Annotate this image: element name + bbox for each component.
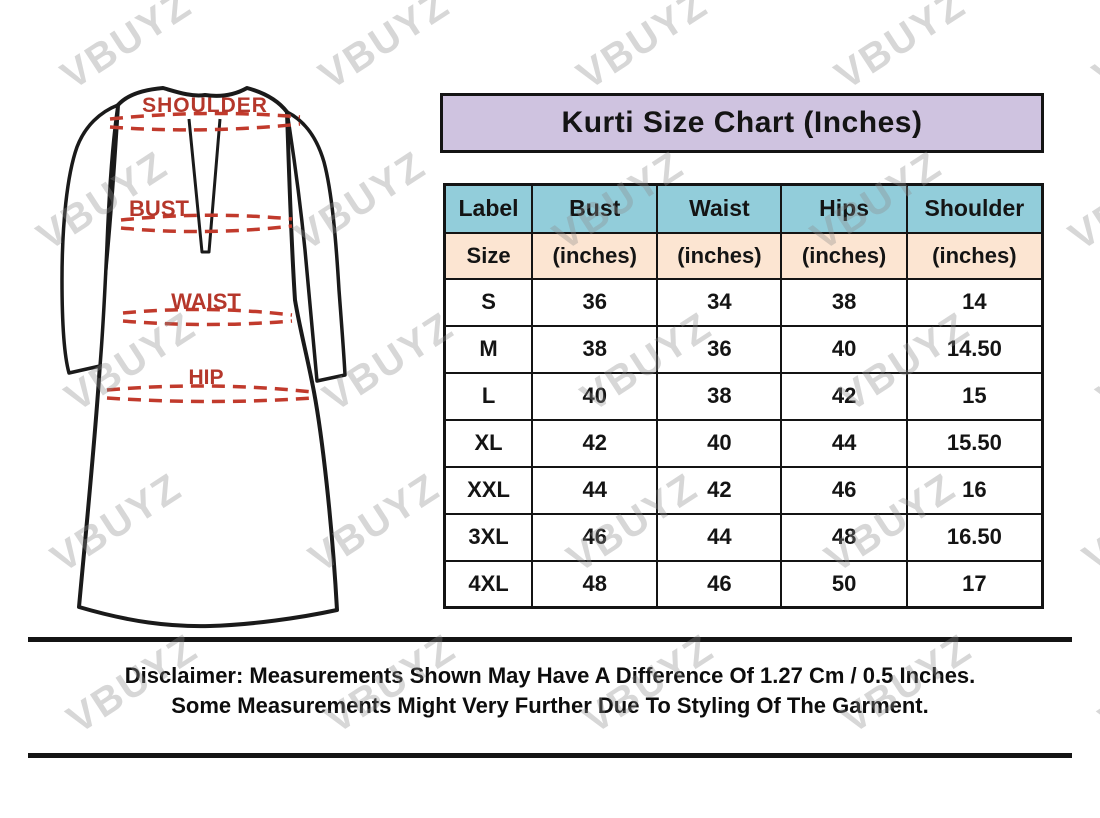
table-cell: 17	[905, 559, 1044, 609]
table-cell: 46	[656, 559, 783, 609]
table-cell: 4XL	[443, 559, 534, 609]
kurti-right-sleeve	[285, 110, 347, 383]
table-cell: XXL	[443, 465, 534, 515]
table-cell: XL	[443, 418, 534, 468]
disclaimer-line-2: Some Measurements Might Very Further Due…	[171, 693, 929, 718]
table-cell: 46	[780, 465, 908, 515]
table-cell: 48	[780, 512, 908, 562]
waist-measure-label: WAIST	[171, 289, 241, 314]
measure-dashes	[106, 111, 313, 404]
table-cell: 44	[656, 512, 783, 562]
watermark-text: VBUYZ	[1061, 142, 1100, 260]
table-cell: 40	[780, 324, 908, 374]
disclaimer-line-1: Disclaimer: Measurements Shown May Have …	[124, 663, 976, 688]
table-cell: L	[443, 371, 534, 421]
table-cell: 3XL	[443, 512, 534, 562]
table-cell: S	[443, 277, 534, 327]
page-title: Kurti Size Chart (Inches)	[440, 93, 1044, 153]
table-cell: 14	[905, 277, 1044, 327]
units-cell: (inches)	[905, 231, 1044, 280]
header-row: Label Bust Waist Hips Shoulder	[443, 183, 1044, 234]
units-cell: (inches)	[656, 231, 783, 280]
table-cell: M	[443, 324, 534, 374]
column-header: Waist	[656, 183, 783, 234]
column-header: Hips	[780, 183, 908, 234]
table-row: XL 42 40 44 15.50	[443, 418, 1044, 468]
table-cell: 42	[656, 465, 783, 515]
column-header: Shoulder	[905, 183, 1044, 234]
table-cell: 42	[780, 371, 908, 421]
table-cell: 36	[656, 324, 783, 374]
table-cell: 40	[531, 371, 659, 421]
table-cell: 44	[531, 465, 659, 515]
table-cell: 48	[531, 559, 659, 609]
units-cell: Size	[443, 231, 534, 280]
table-cell: 14.50	[905, 324, 1044, 374]
table-row: S 36 34 38 14	[443, 277, 1044, 327]
table-row: M 38 36 40 14.50	[443, 324, 1044, 374]
hip-measure-label: HIP	[188, 366, 223, 389]
table-cell: 38	[531, 324, 659, 374]
watermark-text: VBUYZ	[1089, 303, 1100, 421]
watermark-text: VBUYZ	[827, 0, 974, 99]
table-cell: 40	[656, 418, 783, 468]
column-header: Label	[443, 183, 534, 234]
table-cell: 50	[780, 559, 908, 609]
divider-line-top	[28, 637, 1072, 642]
table-cell: 15.50	[905, 418, 1044, 468]
table-cell: 36	[531, 277, 659, 327]
bust-measure-label: BUST	[129, 196, 189, 221]
column-header: Bust	[531, 183, 659, 234]
disclaimer-text: Disclaimer: Measurements Shown May Have …	[0, 661, 1100, 721]
table-cell: 16.50	[905, 512, 1044, 562]
shoulder-measure-label: SHOULDER	[142, 94, 268, 117]
units-row: Size (inches) (inches) (inches) (inches)	[443, 231, 1044, 280]
watermark-text: VBUYZ	[1075, 464, 1100, 582]
table-cell: 16	[905, 465, 1044, 515]
table-row: 3XL 46 44 48 16.50	[443, 512, 1044, 562]
table-cell: 34	[656, 277, 783, 327]
table-row: 4XL 48 46 50 17	[443, 559, 1044, 609]
size-chart-table: Label Bust Waist Hips Shoulder Size (inches) (i…	[443, 183, 1044, 609]
units-cell: (inches)	[780, 231, 908, 280]
kurti-left-sleeve	[60, 103, 120, 375]
watermark-text: VBUYZ	[569, 0, 716, 99]
table-cell: 46	[531, 512, 659, 562]
table-cell: 44	[780, 418, 908, 468]
table-cell: 38	[780, 277, 908, 327]
size-chart-table-body: S 36 34 38 14 M 38 36 40 14.50 L 40 38 42 15 XL 42 40 44 15…	[443, 277, 1044, 609]
watermark-text: VBUYZ	[1085, 0, 1100, 99]
kurti-neck-slit	[187, 118, 222, 254]
table-row: XXL 44 42 46 16	[443, 465, 1044, 515]
divider-line-bottom	[28, 753, 1072, 758]
table-cell: 38	[656, 371, 783, 421]
kurti-sketch: SHOULDER BUST WAIST HIP	[60, 86, 347, 629]
table-cell: 42	[531, 418, 659, 468]
size-chart-table-head: Label Bust Waist Hips Shoulder Size (inches) (i…	[443, 183, 1044, 280]
table-row: L 40 38 42 15	[443, 371, 1044, 421]
units-cell: (inches)	[531, 231, 659, 280]
table-cell: 15	[905, 371, 1044, 421]
